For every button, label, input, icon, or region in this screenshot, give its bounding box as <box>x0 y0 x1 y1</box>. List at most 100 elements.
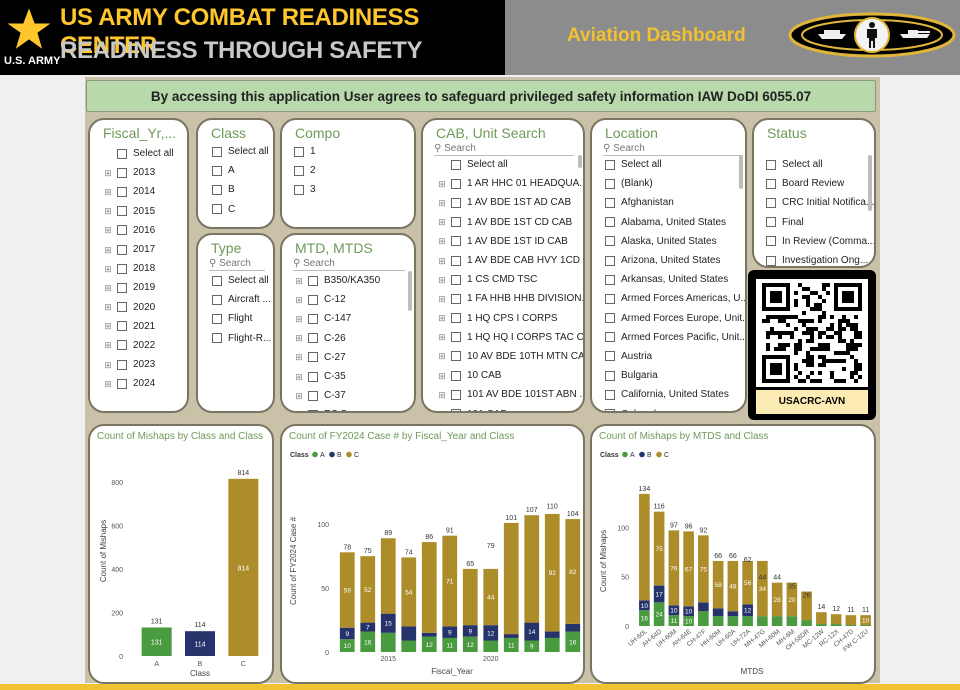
slicer-option[interactable]: Flight-R... <box>212 329 271 348</box>
checkbox[interactable] <box>117 263 127 274</box>
slicer-option[interactable]: ⊞ 1 AV BDE 1ST CD CAB <box>437 213 583 232</box>
checkbox[interactable] <box>766 255 776 266</box>
slicer-option[interactable]: ⊞ 1 CS CMD TSC <box>437 270 583 289</box>
select-all-option[interactable]: Select all <box>212 271 271 290</box>
select-all-option[interactable]: Select all <box>605 155 745 174</box>
expand-icon[interactable]: ⊞ <box>438 236 446 247</box>
checkbox[interactable] <box>117 302 127 313</box>
checkbox[interactable] <box>605 293 615 304</box>
slicer-option[interactable]: In Review (Comma... <box>766 232 874 251</box>
slicer-option[interactable]: ⊞ 2019 <box>103 278 174 297</box>
checkbox[interactable] <box>451 370 461 381</box>
slicer-option[interactable]: ⊞ 10 CAB <box>437 366 583 385</box>
scrollbar[interactable] <box>578 155 582 168</box>
slicer-option[interactable]: ⊞ C-12 <box>294 290 380 309</box>
checkbox[interactable] <box>451 178 461 189</box>
slicer-option[interactable]: ⊞ 2023 <box>103 355 174 374</box>
checkbox[interactable] <box>294 165 304 176</box>
checkbox[interactable] <box>117 148 127 159</box>
checkbox[interactable] <box>117 359 127 370</box>
checkbox[interactable] <box>117 206 127 217</box>
expand-icon[interactable]: ⊞ <box>104 186 112 197</box>
slicer-option[interactable]: ⊞ 2014 <box>103 182 174 201</box>
slicer-option[interactable]: ⊞ 1 HQ CPS I CORPS <box>437 309 583 328</box>
slicer-option[interactable]: Colorado... <box>605 404 745 411</box>
slicer-option[interactable]: Alaska, United States <box>605 232 745 251</box>
expand-icon[interactable]: ⊞ <box>438 255 446 266</box>
slicer-option[interactable]: 1 <box>294 142 316 161</box>
expand-icon[interactable]: ⊞ <box>438 178 446 189</box>
expand-icon[interactable]: ⊞ <box>295 371 303 382</box>
checkbox[interactable] <box>451 217 461 228</box>
slicer-option[interactable]: ⊞ C-147 <box>294 309 380 328</box>
expand-icon[interactable]: ⊞ <box>104 167 112 178</box>
checkbox[interactable] <box>766 217 776 228</box>
expand-icon[interactable]: ⊞ <box>104 225 112 236</box>
expand-icon[interactable]: ⊞ <box>437 409 447 411</box>
slicer-option[interactable]: Armed Forces Europe, Unit... <box>605 309 745 328</box>
slicer-option[interactable]: ⊞ 2017 <box>103 240 174 259</box>
checkbox[interactable] <box>294 146 304 157</box>
checkbox[interactable] <box>451 313 461 324</box>
slicer-option[interactable]: ⊞ 2024 <box>103 374 174 393</box>
slicer-option[interactable]: ⊞ 1 FA HHB HHB DIVISION... <box>437 289 583 308</box>
slicer-option[interactable]: California, United States <box>605 385 745 404</box>
slicer-option[interactable]: Armed Forces Americas, U... <box>605 289 745 308</box>
scrollbar[interactable] <box>408 271 412 311</box>
expand-icon[interactable]: ⊞ <box>104 359 112 370</box>
cab-search-input[interactable]: ⚲ Search <box>434 143 574 156</box>
slicer-option[interactable]: Aircraft ... <box>212 290 271 309</box>
checkbox[interactable] <box>294 184 304 195</box>
mtd-search-input[interactable]: ⚲ Search <box>293 258 405 271</box>
checkbox[interactable] <box>308 313 318 324</box>
slicer-option[interactable]: ⊞ 2015 <box>103 202 174 221</box>
slicer-option[interactable]: ⊞ 10 AV BDE 10TH MTN CAB <box>437 347 583 366</box>
checkbox[interactable] <box>605 332 615 343</box>
slicer-option[interactable]: ⊞ 1 AV BDE 1ST ID CAB <box>437 232 583 251</box>
checkbox[interactable] <box>766 178 776 189</box>
checkbox[interactable] <box>212 333 222 344</box>
checkbox[interactable] <box>451 236 461 247</box>
checkbox[interactable] <box>451 389 461 400</box>
checkbox[interactable] <box>605 159 615 170</box>
slicer-option[interactable]: ⊞ 2022 <box>103 336 174 355</box>
checkbox[interactable] <box>451 159 461 170</box>
slicer-option[interactable]: Final <box>766 213 874 232</box>
slicer-option[interactable]: Arkansas, United States <box>605 270 745 289</box>
checkbox[interactable] <box>451 332 461 343</box>
checkbox[interactable] <box>212 313 222 324</box>
checkbox[interactable] <box>212 294 222 305</box>
checkbox[interactable] <box>308 294 318 305</box>
select-all-option[interactable]: Select all <box>437 155 583 174</box>
slicer-option[interactable]: ⊞ EC-5... <box>294 405 380 411</box>
checkbox[interactable] <box>117 282 127 293</box>
checkbox[interactable] <box>308 333 318 344</box>
checkbox[interactable] <box>605 313 615 324</box>
slicer-option[interactable]: Board Review <box>766 174 874 193</box>
expand-icon[interactable]: ⊞ <box>438 197 446 208</box>
slicer-option[interactable]: ⊞ 1 AV BDE 1ST AD CAB <box>437 193 583 212</box>
checkbox[interactable] <box>605 370 615 381</box>
type-search-input[interactable]: ⚲ Search <box>209 258 265 271</box>
checkbox[interactable] <box>605 255 615 266</box>
slicer-option[interactable]: ⊞ C-37 <box>294 386 380 405</box>
expand-icon[interactable]: ⊞ <box>438 351 446 362</box>
expand-icon[interactable]: ⊞ <box>295 333 303 344</box>
checkbox[interactable] <box>766 197 776 208</box>
slicer-option[interactable]: B <box>212 180 269 199</box>
checkbox[interactable] <box>605 274 615 285</box>
checkbox[interactable] <box>117 186 127 197</box>
checkbox[interactable] <box>308 275 318 286</box>
checkbox[interactable] <box>212 275 222 286</box>
checkbox[interactable] <box>308 390 318 401</box>
slicer-option[interactable]: Alabama, United States <box>605 213 745 232</box>
slicer-option[interactable]: C <box>212 200 269 219</box>
checkbox[interactable] <box>451 197 461 208</box>
checkbox[interactable] <box>212 184 222 195</box>
slicer-option[interactable]: ⊞ 2020 <box>103 298 174 317</box>
slicer-option[interactable]: ⊞ C-35 <box>294 367 380 386</box>
checkbox[interactable] <box>308 371 318 382</box>
slicer-option[interactable]: ⊞ C-27 <box>294 348 380 367</box>
slicer-option[interactable]: Armed Forces Pacific, Unit... <box>605 328 745 347</box>
expand-icon[interactable]: ⊞ <box>438 389 446 400</box>
